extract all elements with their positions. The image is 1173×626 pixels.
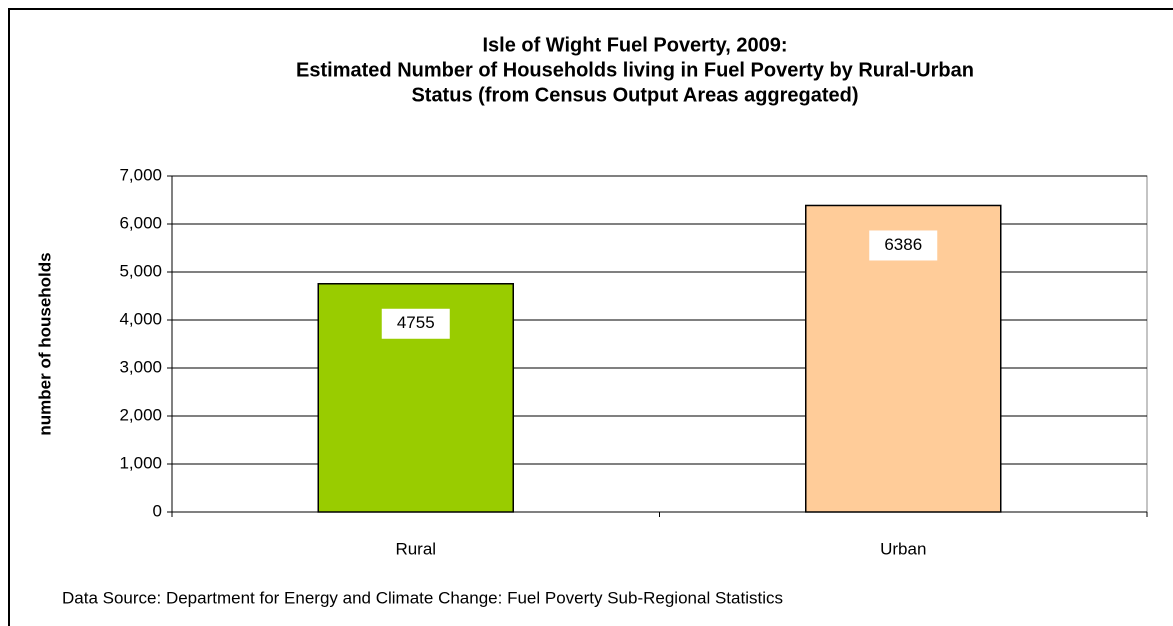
data-label-box: [381, 308, 450, 339]
y-tick-label: 3,000: [119, 357, 162, 376]
data-label-box: [869, 230, 938, 261]
y-tick-label: 0: [153, 501, 162, 520]
data-label: 6386: [884, 235, 922, 254]
chart-title: Isle of Wight Fuel Poverty, 2009:: [482, 34, 787, 56]
y-tick-label: 7,000: [119, 165, 162, 184]
x-tick-label: Rural: [395, 539, 436, 558]
chart-title: Status (from Census Output Areas aggrega…: [411, 84, 858, 106]
y-axis-label: number of households: [35, 252, 54, 435]
y-tick-label: 1,000: [119, 453, 162, 472]
data-label: 4755: [397, 313, 435, 332]
x-tick-label: Urban: [880, 539, 926, 558]
y-tick-label: 4,000: [119, 309, 162, 328]
source-note: Data Source: Department for Energy and C…: [62, 588, 783, 607]
y-tick-label: 5,000: [119, 261, 162, 280]
y-tick-label: 6,000: [119, 213, 162, 232]
y-tick-label: 2,000: [119, 405, 162, 424]
chart-title: Estimated Number of Households living in…: [296, 59, 974, 81]
